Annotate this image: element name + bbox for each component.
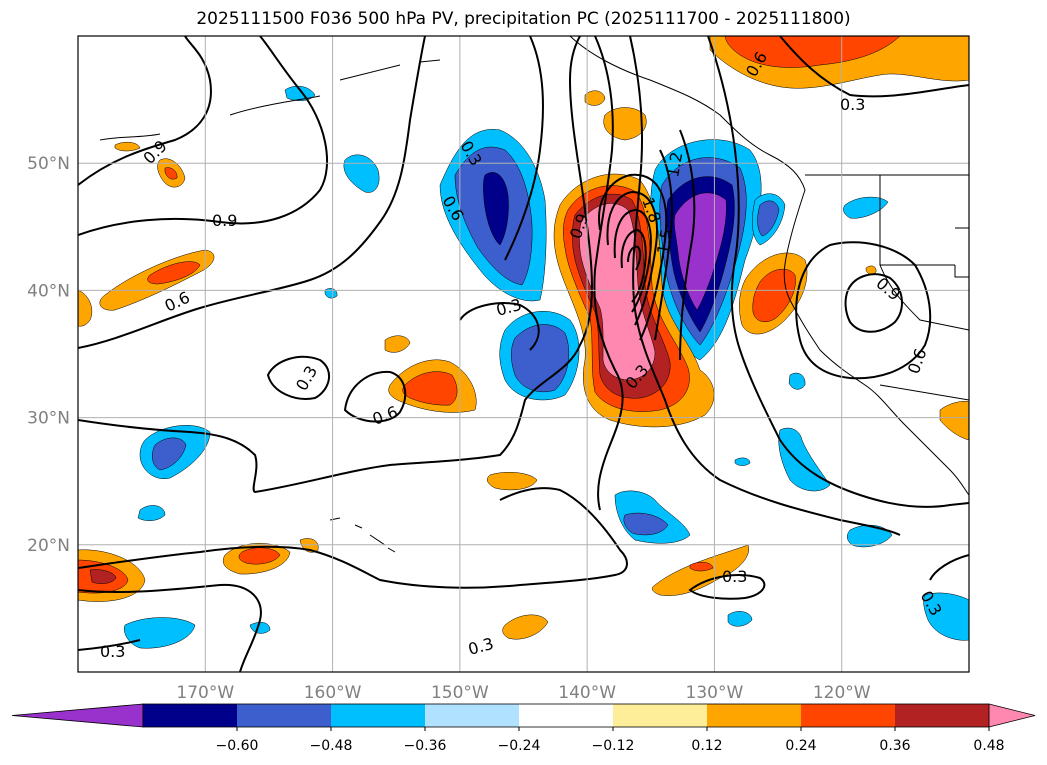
colorbar-tick-label: −0.36 [404,738,447,754]
colorbar-tick-label: 0.48 [973,738,1004,754]
contour-label: 0.3 [722,567,747,586]
x-tick-labels: 170°W 160°W 150°W 140°W 130°W 120°W [176,683,870,703]
pv-contours [78,36,969,672]
colorbar-tick-label: 0.36 [879,738,910,754]
colorbar-segment [519,704,614,727]
chart-title: 2025111500 F036 500 hPa PV, precipitatio… [196,9,851,29]
colorbar-segment [801,704,896,727]
coastlines [99,36,969,553]
colorbar-tick-label: 0.24 [785,738,816,754]
y-tick-label: 30°N [27,409,70,429]
contour-label: 1.2 [663,150,686,178]
colorbar-segment [895,704,990,727]
y-tick-label: 50°N [27,154,70,174]
colorbar-segment [143,704,238,727]
contour-label: 1.5 [653,227,676,255]
colorbar-tick-label: −0.60 [216,738,259,754]
colorbar-segment [613,704,708,727]
colorbar-segment [331,704,426,727]
contour-label: 0.9 [212,211,237,230]
x-tick-label: 140°W [558,683,616,703]
colorbar-outline [142,703,990,728]
pv-trough-contours [598,129,696,361]
map-frame [77,35,970,673]
contour-label: 0.3 [840,95,865,114]
x-tick-label: 150°W [431,683,489,703]
gridlines [78,36,969,672]
colorbar-tick-label: −0.48 [310,738,353,754]
colorbar-tick-label: −0.24 [498,738,541,754]
colorbar-segment [237,704,332,727]
precip-fill-layer [78,36,969,649]
colorbar: −0.60 −0.48 −0.36 −0.24 −0.12 0.12 0.24 0.36 0.4… [11,703,1036,754]
x-tick-label: 120°W [813,683,871,703]
x-tick-label: 160°W [304,683,362,703]
colorbar-segment [425,704,520,727]
colorbar-segment [707,704,802,727]
colorbar-tick-label: 0.12 [691,738,722,754]
x-tick-label: 170°W [176,683,234,703]
y-tick-label: 40°N [27,281,70,301]
y-tick-labels: 20°N 30°N 40°N 50°N [27,154,70,556]
colorbar-extend-low [11,703,144,728]
y-tick-label: 20°N [27,536,70,556]
colorbar-extend-high [988,703,1036,728]
contour-label: 0.3 [100,642,125,661]
x-tick-label: 130°W [686,683,744,703]
colorbar-tick-label: −0.12 [592,738,635,754]
